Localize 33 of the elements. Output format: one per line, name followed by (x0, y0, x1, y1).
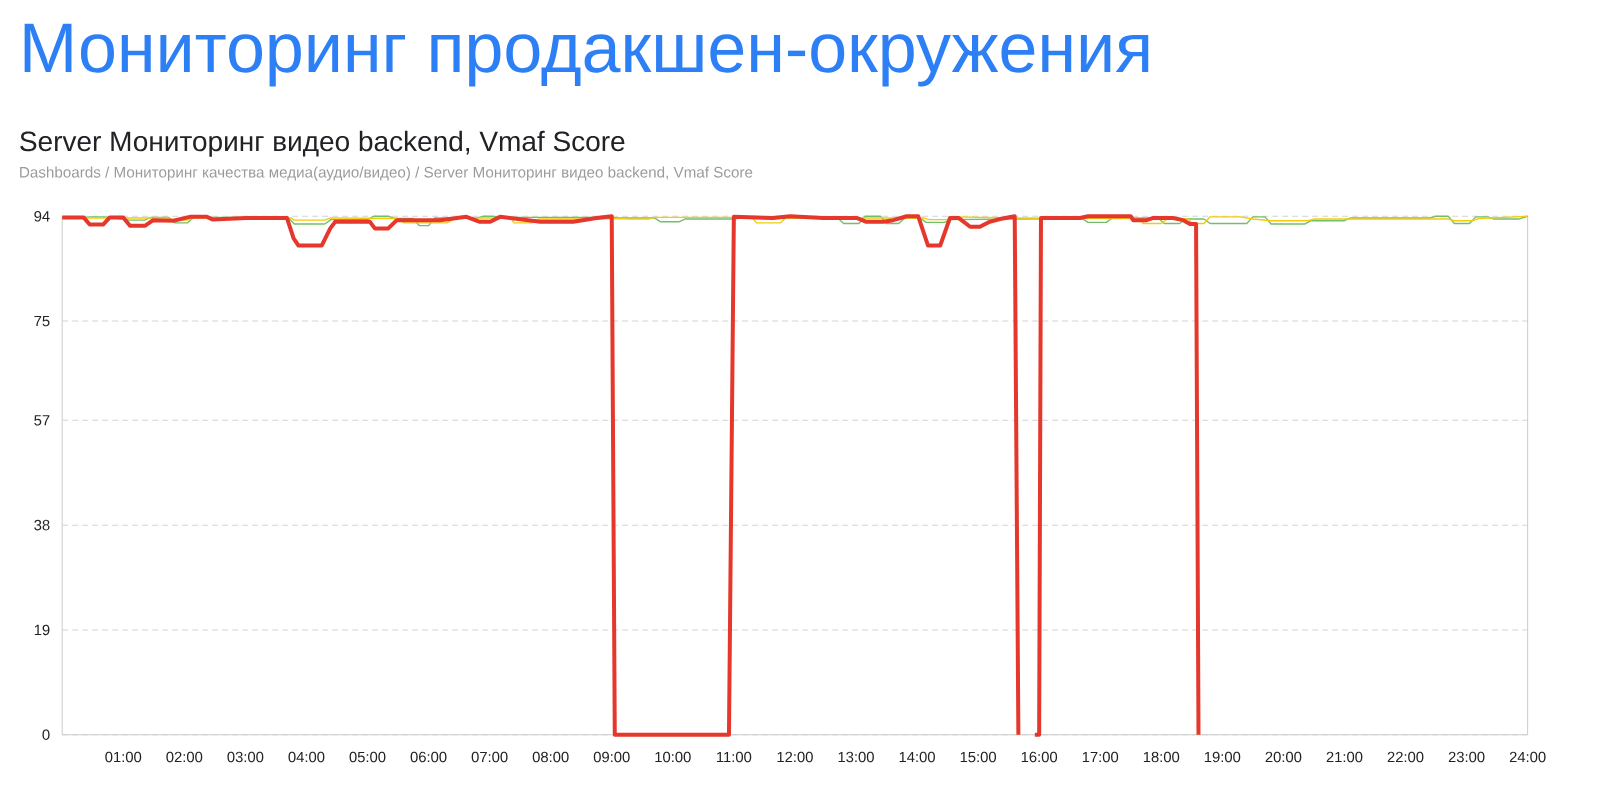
x-tick-label: 16:00 (1021, 751, 1058, 763)
x-tick-label: 06:00 (410, 751, 447, 763)
x-tick-label: 20:00 (1265, 751, 1302, 763)
x-tick-label: 01:00 (105, 751, 142, 763)
x-tick-label: 11:00 (717, 751, 752, 763)
y-tick-label: 57 (34, 415, 50, 426)
x-tick-label: 07:00 (471, 751, 508, 763)
x-tick-label: 22:00 (1387, 751, 1424, 763)
x-tick-label: 21:00 (1326, 751, 1363, 763)
x-tick-label: 17:00 (1082, 751, 1119, 763)
y-tick-label: 19 (34, 624, 50, 636)
x-tick-label: 24:00 (1509, 751, 1546, 763)
text: Dashboards / Мониторинг качества медиа(аудио/видео) / Server Мониторинг видео backend, Vmaf Score (20, 166, 753, 181)
x-tick-label: 09:00 (593, 751, 630, 763)
chart-subtitle: Server Мониторинг видео backend, Vmaf Score (20, 130, 625, 157)
x-tick-label: 18:00 (1143, 751, 1180, 763)
x-tick-label: 10:00 (655, 751, 691, 763)
x-tick-label: 15:00 (960, 751, 997, 763)
x-tick-label: 12:00 (777, 751, 813, 763)
x-tick-label: 03:00 (227, 751, 264, 763)
x-tick-label: 02:00 (166, 751, 203, 763)
x-tick-label: 13:00 (838, 751, 874, 763)
y-tick-label: 94 (34, 211, 50, 222)
y-tick-label: 38 (34, 519, 50, 531)
x-tick-label: 04:00 (288, 751, 325, 763)
x-tick-label: 08:00 (532, 751, 569, 763)
y-tick-label: 75 (34, 315, 50, 327)
chart-title: Мониторинг продакшен-окружения (24, 23, 1149, 87)
y-tick-label: 0 (42, 729, 50, 740)
x-tick-label: 14:00 (899, 751, 935, 763)
x-tick-label: 19:00 (1204, 751, 1241, 763)
x-tick-label: 05:00 (349, 751, 386, 763)
x-tick-label: 23:00 (1448, 751, 1485, 763)
